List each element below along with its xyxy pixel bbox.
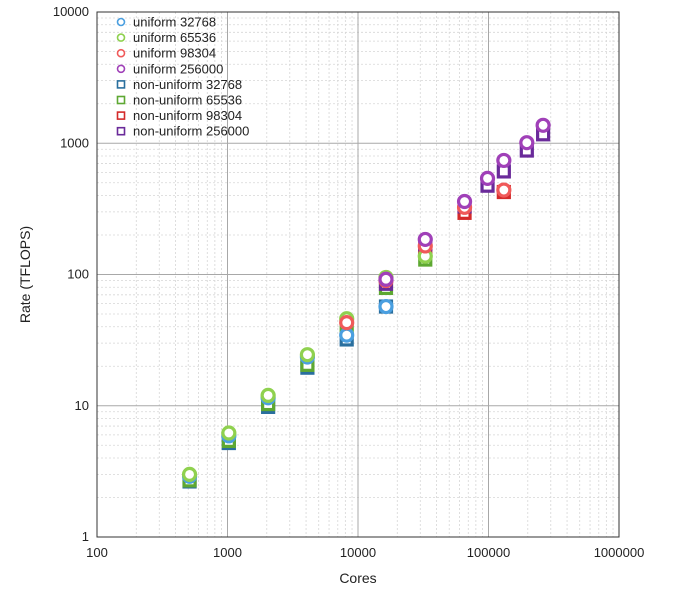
legend-label: non-uniform 65536 — [133, 93, 242, 108]
legend-item: non-uniform 32768 — [116, 77, 242, 92]
legend-label: non-uniform 32768 — [133, 77, 242, 92]
legend-label: non-uniform 98304 — [133, 108, 242, 123]
plot-frame — [96, 11, 620, 538]
data-point — [181, 466, 198, 482]
y-tick-label: 10 — [75, 398, 89, 413]
data-point — [456, 193, 473, 210]
legend-marker — [116, 33, 126, 42]
data-point — [496, 152, 512, 169]
data-point — [519, 135, 535, 151]
data-point — [479, 170, 496, 186]
x-tick-label: 1000 — [213, 545, 242, 560]
x-tick-label: 100000 — [467, 545, 510, 560]
data-point — [535, 117, 551, 133]
x-tick-label: 10000 — [340, 545, 376, 560]
data-point — [339, 327, 355, 343]
legend-marker — [116, 126, 126, 136]
y-axis-ticks: 1 10 100 1000 10000 — [53, 4, 89, 544]
legend-marker — [116, 48, 126, 58]
legend-marker — [116, 95, 126, 105]
data-point — [378, 298, 394, 315]
legend-marker — [116, 64, 126, 74]
data-point — [417, 231, 433, 248]
legend-item: uniform 98304 — [116, 46, 216, 61]
data-point — [260, 387, 276, 403]
legend-label: uniform 32768 — [133, 15, 216, 30]
y-axis-title: Rate (TFLOPS) — [17, 226, 33, 323]
legend-item: non-uniform 98304 — [116, 108, 242, 123]
legend-label: uniform 98304 — [133, 46, 216, 61]
y-tick-label: 100 — [67, 267, 89, 282]
legend-item: uniform 256000 — [116, 61, 223, 76]
x-tick-label: 100 — [86, 545, 108, 560]
legend-label: uniform 256000 — [133, 61, 223, 76]
x-tick-label: 1000000 — [594, 545, 645, 560]
data-point — [221, 425, 237, 441]
data-point — [299, 347, 316, 363]
legend-marker — [116, 80, 126, 89]
data-point — [378, 271, 394, 287]
x-axis-ticks: 100 1000 10000 100000 1000000 — [86, 545, 644, 560]
data-point — [496, 182, 512, 198]
legend-item: uniform 32768 — [116, 15, 216, 30]
legend-item: non-uniform 65536 — [116, 93, 242, 108]
legend-item: uniform 65536 — [116, 30, 216, 45]
legend-item: non-uniform 256000 — [116, 124, 249, 139]
y-tick-label: 1000 — [60, 135, 89, 150]
legend-label: uniform 65536 — [133, 30, 216, 45]
legend-marker — [116, 111, 126, 120]
data-point — [339, 315, 355, 331]
y-tick-label: 1 — [82, 529, 89, 544]
legend-marker — [116, 17, 126, 27]
y-tick-label: 10000 — [53, 4, 89, 19]
data-points — [181, 117, 551, 489]
legend-label: non-uniform 256000 — [133, 124, 249, 139]
x-axis-title: Cores — [339, 570, 376, 586]
